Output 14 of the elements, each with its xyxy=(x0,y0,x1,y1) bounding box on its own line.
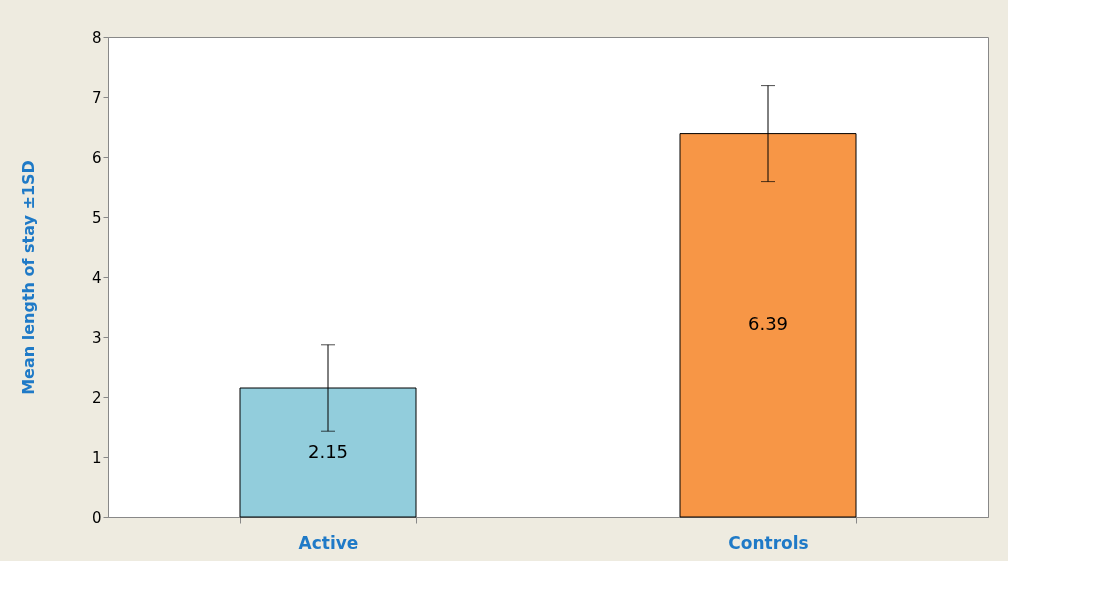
x-tick-label: Active xyxy=(298,532,359,553)
y-tick-label: 6 xyxy=(91,148,102,167)
data-label: 6.39 xyxy=(747,313,789,335)
y-tick-label: 1 xyxy=(91,448,102,467)
y-tick-label: 0 xyxy=(91,508,102,527)
y-tick-label: 7 xyxy=(91,88,102,107)
y-tick-label: 8 xyxy=(91,28,102,47)
y-tick-label: 3 xyxy=(91,328,102,347)
x-tick-label: Controls xyxy=(728,532,809,553)
data-label: 2.15 xyxy=(307,440,349,462)
y-tick-label: 5 xyxy=(91,208,102,227)
y-axis-title: Mean length of stay ±1SD xyxy=(18,160,38,395)
y-tick-label: 2 xyxy=(91,388,102,407)
y-tick-label: 4 xyxy=(91,268,102,287)
